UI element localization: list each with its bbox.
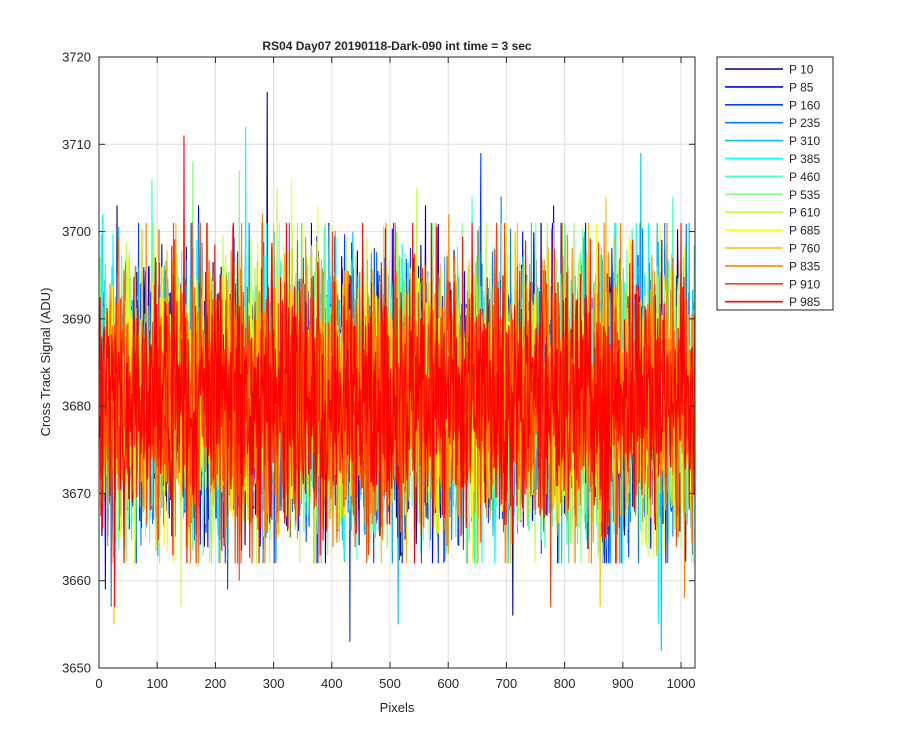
x-tick-label: 500 bbox=[379, 676, 401, 691]
x-tick-label: 400 bbox=[321, 676, 343, 691]
y-tick-label: 3660 bbox=[62, 573, 91, 588]
legend-label: P 910 bbox=[789, 277, 820, 291]
y-tick-label: 3700 bbox=[62, 224, 91, 239]
legend-label: P 985 bbox=[789, 295, 820, 309]
y-tick-label: 3670 bbox=[62, 486, 91, 501]
y-axis-label: Cross Track Signal (ADU) bbox=[38, 288, 53, 437]
legend-box bbox=[716, 56, 834, 311]
x-tick-label: 0 bbox=[95, 676, 102, 691]
legend-label: P 685 bbox=[789, 224, 820, 238]
legend-label: P 10 bbox=[789, 63, 814, 77]
ticks: 0 100 200 300 400 500 600 700 800 900 1000 3650 3660… bbox=[62, 50, 695, 692]
legend-label: P 835 bbox=[789, 259, 820, 273]
axes-box bbox=[98, 56, 696, 669]
x-tick-label: 600 bbox=[437, 676, 459, 691]
legend-label: P 160 bbox=[789, 98, 820, 112]
x-tick-label: 300 bbox=[263, 676, 285, 691]
y-tick-label: 3680 bbox=[62, 399, 91, 414]
legend-label: P 310 bbox=[789, 134, 820, 148]
x-tick-label: 900 bbox=[612, 676, 634, 691]
legend: P 10 P 85 P 160 P 235 P 310 P 385 P 460 P 535 P … bbox=[716, 56, 834, 311]
x-tick-label: 100 bbox=[146, 676, 168, 691]
x-tick-label: 200 bbox=[205, 676, 227, 691]
legend-label: P 85 bbox=[789, 80, 814, 94]
series-line-p985 bbox=[99, 135, 696, 607]
x-tick-label: 700 bbox=[496, 676, 518, 691]
legend-label: P 760 bbox=[789, 242, 820, 256]
x-axis-label: Pixels bbox=[380, 700, 415, 715]
y-tick-label: 3710 bbox=[62, 137, 91, 152]
legend-label: P 535 bbox=[789, 188, 820, 202]
legend-label: P 610 bbox=[789, 206, 820, 220]
x-tick-label: 800 bbox=[554, 676, 576, 691]
chart-title: RS04 Day07 20190118-Dark-090 int time = … bbox=[262, 39, 532, 53]
plot-area: 0 100 200 300 400 500 600 700 800 900 1000 3650 3660… bbox=[62, 50, 696, 692]
y-tick-label: 3690 bbox=[62, 311, 91, 326]
series-lines bbox=[99, 91, 696, 651]
legend-label: P 460 bbox=[789, 170, 820, 184]
legend-label: P 235 bbox=[789, 116, 820, 130]
x-tick-label: 1000 bbox=[667, 676, 696, 691]
y-tick-label: 3650 bbox=[62, 661, 91, 676]
y-tick-label: 3720 bbox=[62, 50, 91, 65]
legend-label: P 385 bbox=[789, 152, 820, 166]
